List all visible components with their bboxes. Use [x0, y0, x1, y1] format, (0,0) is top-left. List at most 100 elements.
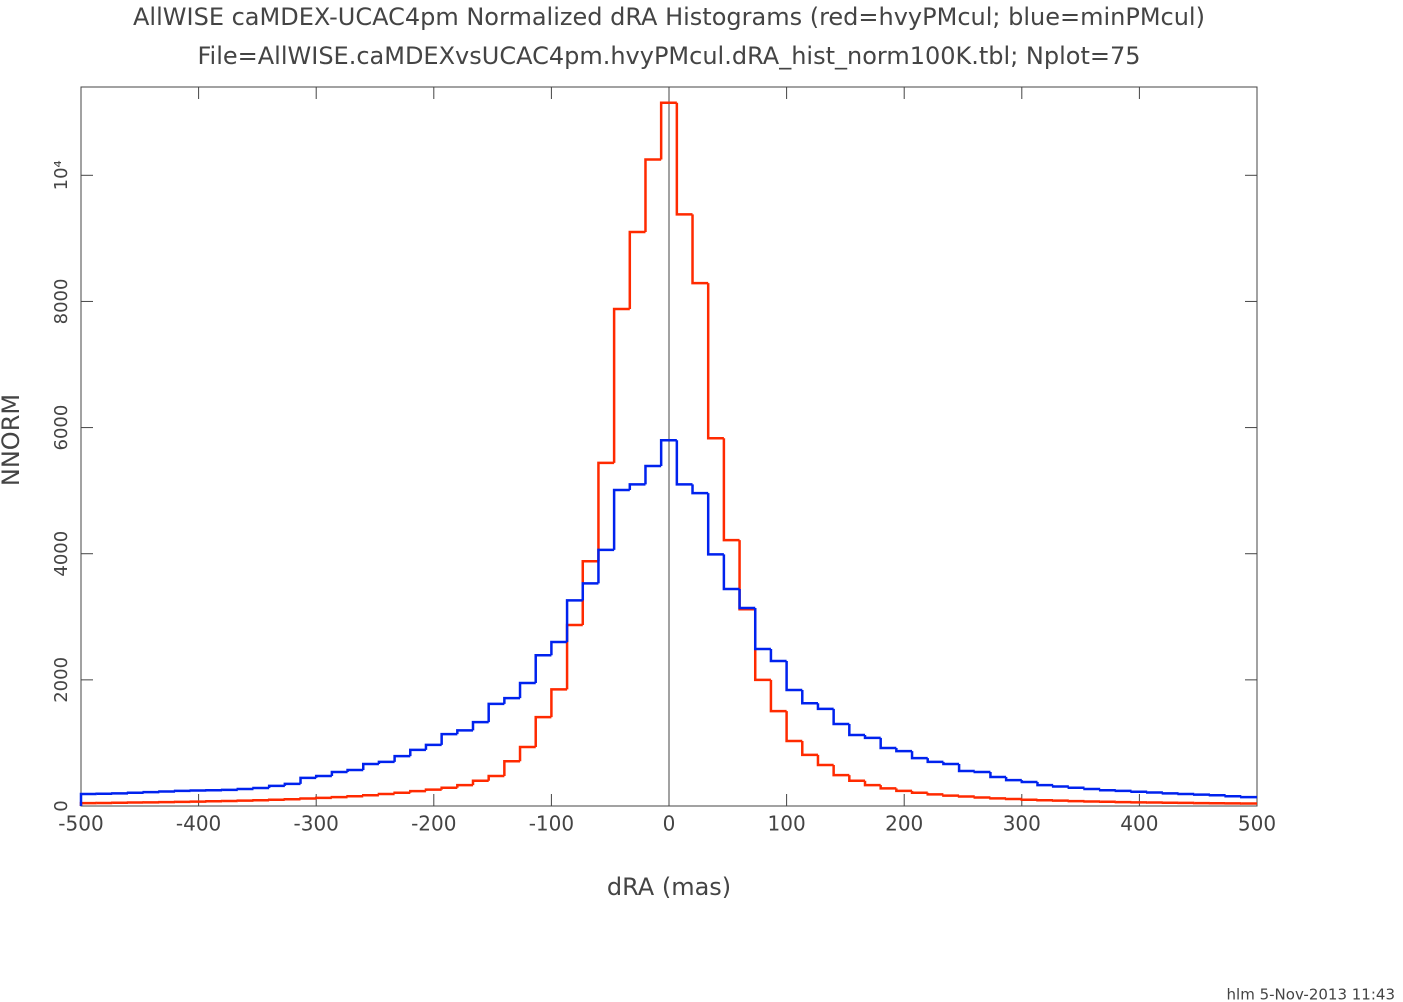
x-axis-label: dRA (mas): [607, 873, 731, 901]
x-tick-label: 300: [1003, 812, 1041, 836]
histogram-step: [503, 696, 521, 704]
y-tick-label: 10⁴: [51, 160, 72, 190]
histogram-step: [1098, 788, 1116, 792]
histogram-step: [1145, 791, 1163, 794]
histogram-step: [879, 785, 897, 790]
y-tick-label: 4000: [51, 531, 72, 577]
x-tick-label: 500: [1238, 812, 1276, 836]
histogram-step: [722, 554, 740, 591]
x-tick-label: -400: [176, 812, 221, 836]
histogram-step: [910, 790, 928, 795]
histogram-step: [1193, 793, 1210, 796]
histogram-step: [440, 786, 458, 790]
histogram-step: [518, 681, 536, 699]
y-axis-label: NNORM: [0, 394, 25, 486]
x-tick-label: 0: [663, 812, 676, 836]
histogram-step: [628, 483, 646, 491]
histogram-step: [377, 792, 395, 796]
histogram-step: [910, 751, 928, 760]
histogram-step: [565, 623, 583, 690]
histogram-step: [738, 589, 756, 610]
histogram-step: [346, 794, 364, 798]
histogram-step: [675, 102, 693, 216]
histogram-step: [299, 776, 317, 784]
x-tick-label: 400: [1120, 812, 1158, 836]
histogram-step: [801, 741, 818, 757]
histogram-step: [1240, 795, 1257, 799]
histogram-step: [706, 493, 724, 556]
histogram-step: [1161, 792, 1179, 795]
histogram-step: [534, 715, 552, 748]
histogram-step: [1224, 794, 1242, 798]
histogram-step: [1020, 798, 1038, 801]
histogram-step: [973, 796, 991, 799]
histogram-step: [1036, 798, 1054, 802]
histogram-step: [785, 660, 803, 692]
histogram-step: [550, 688, 568, 718]
y-tick-label: 6000: [51, 405, 72, 451]
histogram-step: [267, 798, 285, 801]
histogram-step: [377, 760, 395, 765]
histogram-step: [753, 609, 771, 682]
histogram-step: [612, 307, 630, 463]
histogram-step: [424, 788, 442, 792]
histogram-step: [1067, 786, 1085, 789]
histogram-step: [801, 689, 818, 705]
histogram-step: [832, 765, 850, 777]
histogram-step: [361, 794, 379, 797]
histogram-step: [565, 599, 583, 643]
histogram-step: [785, 711, 803, 743]
histogram-step: [926, 792, 944, 796]
histogram-step: [926, 758, 944, 764]
histogram-step: [267, 784, 285, 789]
x-tick-label: -200: [411, 812, 456, 836]
histogram-step: [330, 770, 348, 777]
histogram-step: [675, 440, 693, 486]
histogram-step: [1130, 790, 1148, 794]
x-tick-label: -300: [294, 812, 339, 836]
histogram-step: [816, 703, 834, 711]
histogram-step: [848, 724, 866, 737]
histogram-step: [832, 708, 850, 726]
histogram-step: [330, 795, 348, 799]
histogram-step: [173, 789, 191, 793]
histogram-step: [769, 679, 787, 713]
histogram-step: [973, 770, 991, 774]
histogram-step: [597, 461, 615, 562]
x-tick-label: -500: [58, 812, 103, 836]
histogram-step: [424, 743, 442, 750]
chart-subtitle: File=AllWISE.caMDEXvsUCAC4pm.hvyPMcul.dR…: [197, 42, 1140, 70]
x-tick-label: 100: [768, 812, 806, 836]
histogram-step: [863, 780, 881, 787]
histogram-step: [644, 464, 662, 485]
x-tick-label: -100: [529, 812, 574, 836]
histogram-step: [79, 792, 97, 806]
histogram-step: [628, 230, 646, 310]
histogram-step: [581, 560, 599, 625]
histogram-step: [769, 648, 787, 663]
histogram-step: [283, 797, 301, 801]
histogram-step: [471, 720, 489, 731]
y-tick-label: 0: [51, 800, 72, 811]
histogram-step: [518, 745, 536, 762]
histogram-step: [550, 640, 568, 656]
histogram-step: [393, 791, 411, 795]
histogram-step: [1036, 782, 1054, 787]
histogram-step: [753, 607, 771, 651]
histogram-step: [346, 768, 364, 772]
histogram-step: [1020, 780, 1038, 784]
histogram-step: [581, 582, 599, 601]
histogram-step: [456, 729, 473, 735]
histogram-step: [989, 771, 1007, 779]
histogram-step: [252, 786, 270, 790]
histogram-step: [879, 737, 897, 750]
histogram-step: [361, 762, 379, 771]
histogram-step: [691, 484, 709, 495]
histogram-step: [659, 101, 677, 160]
histogram-step: [456, 783, 473, 788]
histogram-step: [487, 774, 505, 781]
histogram-step: [393, 754, 411, 762]
histogram-step: [816, 754, 834, 767]
histogram-step: [989, 797, 1007, 800]
histogram-step: [848, 775, 866, 783]
